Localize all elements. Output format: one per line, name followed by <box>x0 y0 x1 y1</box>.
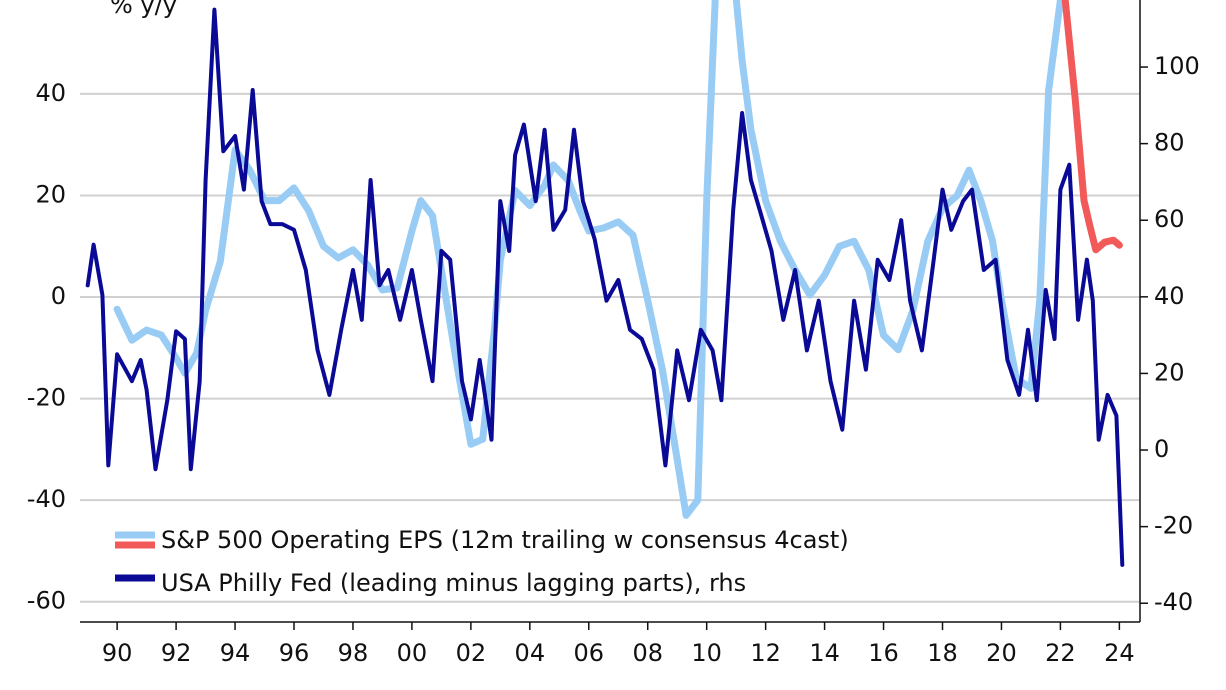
series-line <box>1061 0 1123 254</box>
x-tick-label: 22 <box>1045 639 1076 667</box>
y-tick-label: -60 <box>27 587 66 615</box>
x-tick-label: 14 <box>809 639 840 667</box>
x-tick-label: 08 <box>632 639 663 667</box>
series-line <box>85 7 1125 567</box>
y2-tick-label: 40 <box>1154 282 1185 310</box>
y-tick-label: 20 <box>35 180 66 208</box>
x-tick-label: 20 <box>986 639 1017 667</box>
x-tick-label: 06 <box>574 639 605 667</box>
x-tick-label: 96 <box>279 639 310 667</box>
grid <box>80 92 1140 603</box>
y-axis-label: % y/y <box>110 0 177 19</box>
y2-tick-label: -20 <box>1154 512 1193 540</box>
x-tick-label: 90 <box>102 639 133 667</box>
y2-tick-label: 0 <box>1154 435 1169 463</box>
x-tick-label: 98 <box>338 639 369 667</box>
x-tick-label: 18 <box>927 639 958 667</box>
y-tick-label: 40 <box>35 79 66 107</box>
x-tick-label: 94 <box>220 639 251 667</box>
x-tick-label: 02 <box>456 639 487 667</box>
y-tick-label: -40 <box>27 485 66 513</box>
x-tick-label: 16 <box>868 639 899 667</box>
legend-label: USA Philly Fed (leading minus lagging pa… <box>161 569 746 597</box>
y-tick-label: -20 <box>27 384 66 412</box>
x-tick-label: 92 <box>161 639 192 667</box>
x-tick-label: 12 <box>750 639 781 667</box>
y-tick-label: 0 <box>51 282 66 310</box>
legend-label: S&P 500 Operating EPS (12m trailing w co… <box>161 526 849 554</box>
x-tick-label: 04 <box>515 639 546 667</box>
x-tick-label: 00 <box>397 639 428 667</box>
x-tick-label: 10 <box>691 639 722 667</box>
legend: S&P 500 Operating EPS (12m trailing w co… <box>115 526 849 597</box>
y2-tick-label: 100 <box>1154 52 1200 80</box>
y2-tick-label: 80 <box>1154 129 1185 157</box>
series-line <box>113 0 1064 519</box>
y2-tick-label: 20 <box>1154 358 1185 386</box>
plot-area <box>85 0 1125 567</box>
y2-tick-label: -40 <box>1154 588 1193 616</box>
x-tick-label: 24 <box>1104 639 1135 667</box>
y2-tick-label: 60 <box>1154 205 1185 233</box>
